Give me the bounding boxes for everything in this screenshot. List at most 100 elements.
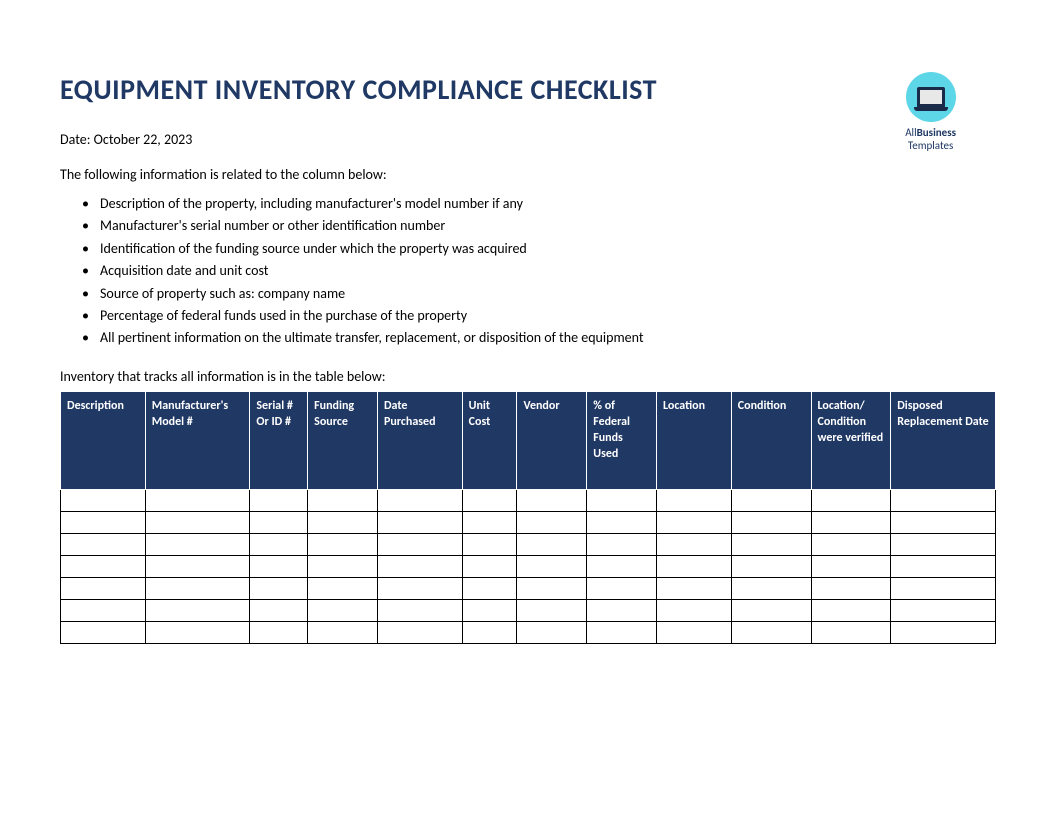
table-cell xyxy=(377,621,462,643)
inventory-table: Description Manufacturer's Model # Seria… xyxy=(60,391,996,644)
table-cell xyxy=(731,511,811,533)
table-row xyxy=(61,533,996,555)
table-cell xyxy=(811,599,891,621)
table-cell xyxy=(731,489,811,511)
bullet-item: Manufacturer's serial number or other id… xyxy=(100,215,996,237)
table-cell xyxy=(587,555,657,577)
logo-text-templates: Templates xyxy=(908,139,953,152)
date-label: Date: xyxy=(60,131,90,148)
logo: AllBusiness Templates xyxy=(905,72,956,152)
table-cell xyxy=(145,555,250,577)
table-header: Description xyxy=(61,391,146,489)
table-cell xyxy=(145,533,250,555)
bullet-item: Identification of the funding source und… xyxy=(100,238,996,260)
table-cell xyxy=(811,555,891,577)
table-cell xyxy=(250,577,308,599)
table-header: Manufacturer's Model # xyxy=(145,391,250,489)
table-cell xyxy=(517,511,587,533)
bullet-item: Acquisition date and unit cost xyxy=(100,260,996,282)
table-cell xyxy=(587,577,657,599)
table-cell xyxy=(587,533,657,555)
table-cell xyxy=(891,489,996,511)
page-title: EQUIPMENT INVENTORY COMPLIANCE CHECKLIST xyxy=(60,72,996,107)
table-cell xyxy=(517,621,587,643)
logo-text-all: All xyxy=(905,126,916,139)
table-cell xyxy=(657,577,732,599)
table-row xyxy=(61,577,996,599)
table-cell xyxy=(811,577,891,599)
table-cell xyxy=(657,621,732,643)
table-cell xyxy=(377,599,462,621)
table-cell xyxy=(145,621,250,643)
table-header: Disposed Replacement Date xyxy=(891,391,996,489)
table-cell xyxy=(308,599,378,621)
logo-circle xyxy=(906,72,956,122)
table-cell xyxy=(61,511,146,533)
table-cell xyxy=(462,577,517,599)
table-cell xyxy=(731,555,811,577)
table-header: Location xyxy=(657,391,732,489)
table-header: Condition xyxy=(731,391,811,489)
logo-text-business: Business xyxy=(917,126,956,139)
table-cell xyxy=(61,555,146,577)
table-header: % of Federal Funds Used xyxy=(587,391,657,489)
table-cell xyxy=(811,489,891,511)
table-cell xyxy=(731,599,811,621)
table-cell xyxy=(517,489,587,511)
bullet-item: All pertinent information on the ultimat… xyxy=(100,327,996,349)
table-cell xyxy=(308,511,378,533)
table-cell xyxy=(657,511,732,533)
table-cell xyxy=(657,489,732,511)
laptop-icon xyxy=(917,87,945,107)
bullet-item: Source of property such as: company name xyxy=(100,283,996,305)
table-cell xyxy=(308,489,378,511)
table-cell xyxy=(811,533,891,555)
table-cell xyxy=(462,599,517,621)
table-cell xyxy=(377,555,462,577)
table-row xyxy=(61,621,996,643)
table-cell xyxy=(587,511,657,533)
table-cell xyxy=(61,489,146,511)
table-cell xyxy=(517,599,587,621)
table-body xyxy=(61,489,996,643)
table-cell xyxy=(891,577,996,599)
table-cell xyxy=(587,489,657,511)
table-header: Date Purchased xyxy=(377,391,462,489)
table-row xyxy=(61,489,996,511)
date-line: Date: October 22, 2023 xyxy=(60,131,996,148)
table-cell xyxy=(891,511,996,533)
logo-text: AllBusiness Templates xyxy=(905,126,956,152)
table-header: Location/ Condition were verified xyxy=(811,391,891,489)
table-cell xyxy=(657,555,732,577)
table-row xyxy=(61,555,996,577)
table-cell xyxy=(462,621,517,643)
table-cell xyxy=(657,599,732,621)
table-row xyxy=(61,599,996,621)
table-header: Unit Cost xyxy=(462,391,517,489)
intro-text: The following information is related to … xyxy=(60,166,996,183)
table-cell xyxy=(462,489,517,511)
table-cell xyxy=(145,511,250,533)
table-cell xyxy=(891,599,996,621)
table-row xyxy=(61,511,996,533)
table-cell xyxy=(462,533,517,555)
table-cell xyxy=(308,555,378,577)
table-header: Serial # Or ID # xyxy=(250,391,308,489)
table-cell xyxy=(145,489,250,511)
table-cell xyxy=(811,621,891,643)
table-cell xyxy=(61,621,146,643)
table-cell xyxy=(731,577,811,599)
table-cell xyxy=(250,533,308,555)
table-cell xyxy=(377,511,462,533)
table-intro: Inventory that tracks all information is… xyxy=(60,368,996,385)
bullet-list: Description of the property, including m… xyxy=(60,193,996,350)
table-cell xyxy=(891,533,996,555)
table-cell xyxy=(377,533,462,555)
table-cell xyxy=(587,621,657,643)
table-cell xyxy=(731,533,811,555)
table-header-row: Description Manufacturer's Model # Seria… xyxy=(61,391,996,489)
table-header: Funding Source xyxy=(308,391,378,489)
bullet-item: Percentage of federal funds used in the … xyxy=(100,305,996,327)
table-cell xyxy=(250,599,308,621)
table-cell xyxy=(517,577,587,599)
